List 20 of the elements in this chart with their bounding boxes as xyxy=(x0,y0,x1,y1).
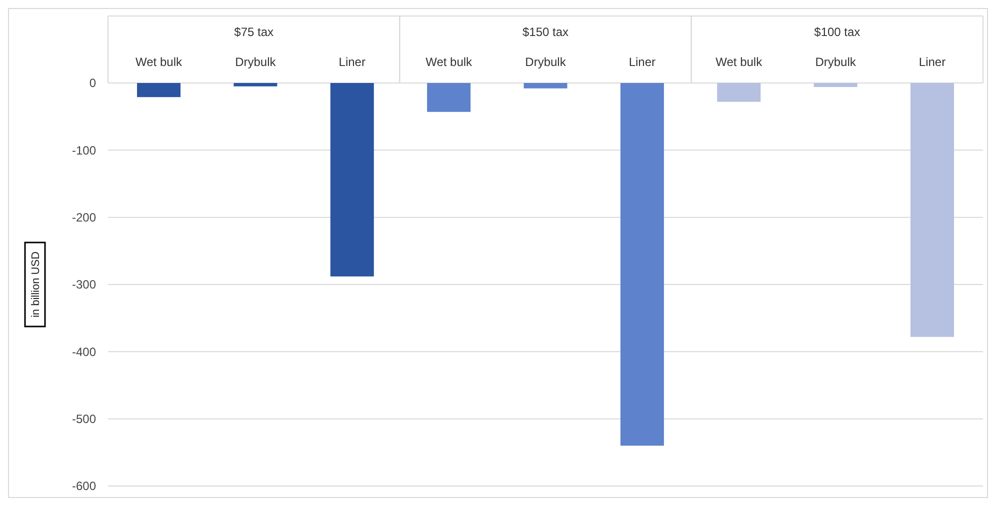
x-tick-label: Wet bulk xyxy=(426,55,474,69)
y-tick-label: -600 xyxy=(72,479,96,494)
y-axis-title: in billion USD xyxy=(30,251,42,318)
y-tick-label: 0 xyxy=(89,76,96,90)
x-tick-label: Wet bulk xyxy=(716,55,764,69)
text: $75 tax xyxy=(234,25,274,39)
x-tick-label: Drybulk xyxy=(525,55,567,69)
text: $100 tax xyxy=(814,25,860,39)
y-tick-label: -400 xyxy=(72,344,96,359)
x-tick-label: Liner xyxy=(338,55,366,69)
x-tick-label: Drybulk xyxy=(235,55,277,69)
y-tick-label: -200 xyxy=(72,210,96,225)
x-tick-label: Drybulk xyxy=(815,55,857,69)
y-tick-label: -300 xyxy=(72,278,96,292)
text: $150 tax xyxy=(522,25,569,39)
y-tick-label: -100 xyxy=(72,143,96,158)
x-tick-label: Wet bulk xyxy=(136,55,183,69)
y-tick-label: -500 xyxy=(72,412,96,426)
x-tick-label: Liner xyxy=(628,55,656,69)
x-tick-label: Liner xyxy=(918,55,946,69)
